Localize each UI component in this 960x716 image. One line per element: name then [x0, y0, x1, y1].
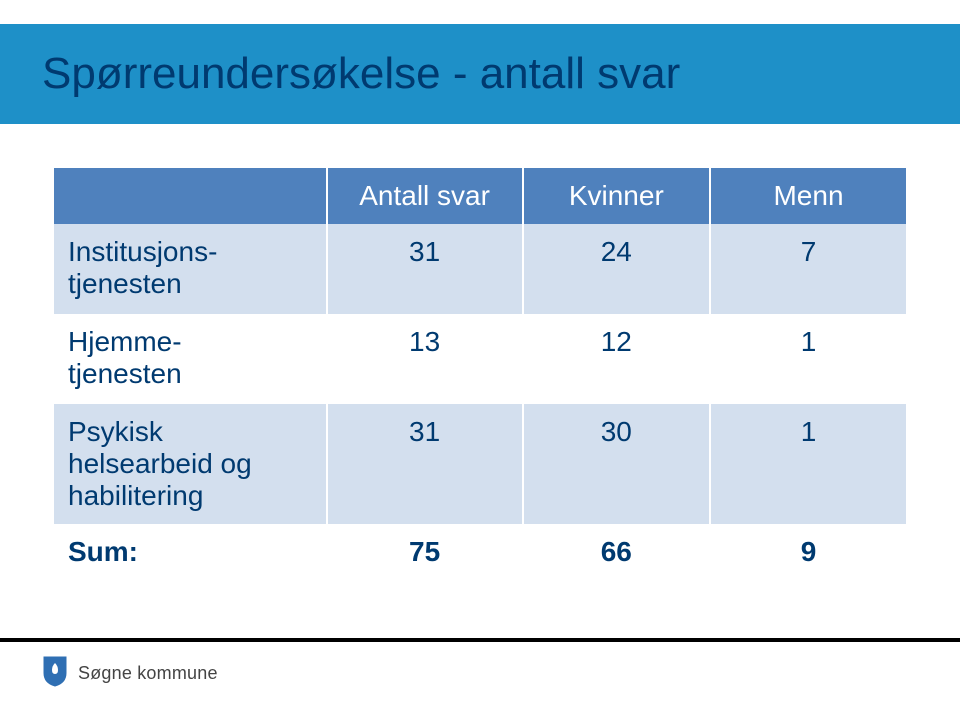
cell: 1 — [710, 404, 906, 524]
table-row: Hjemme-tjenesten 13 12 1 — [54, 314, 906, 404]
table-row: Psykisk helsearbeid og habilitering 31 3… — [54, 404, 906, 524]
footer-divider — [0, 638, 960, 642]
slide: Spørreundersøkelse - antall svar Antall … — [0, 0, 960, 716]
table-header-row: Antall svar Kvinner Menn — [54, 168, 906, 224]
table-row: Institusjons-tjenesten 31 24 7 — [54, 224, 906, 314]
cell: 12 — [523, 314, 710, 404]
table-header-cell: Antall svar — [327, 168, 523, 224]
table: Antall svar Kvinner Menn Institusjons-tj… — [54, 168, 906, 580]
cell: 13 — [327, 314, 523, 404]
table-header-cell: Kvinner — [523, 168, 710, 224]
row-label: Institusjons-tjenesten — [54, 224, 327, 314]
cell: 31 — [327, 224, 523, 314]
table-header-cell — [54, 168, 327, 224]
cell: 24 — [523, 224, 710, 314]
table-row-sum: Sum: 75 66 9 — [54, 524, 906, 580]
page-title: Spørreundersøkelse - antall svar — [42, 49, 680, 99]
cell: 66 — [523, 524, 710, 580]
cell: 31 — [327, 404, 523, 524]
cell: 9 — [710, 524, 906, 580]
cell: 75 — [327, 524, 523, 580]
row-label: Psykisk helsearbeid og habilitering — [54, 404, 327, 524]
row-label: Hjemme-tjenesten — [54, 314, 327, 404]
survey-table: Antall svar Kvinner Menn Institusjons-tj… — [54, 168, 906, 580]
cell: 1 — [710, 314, 906, 404]
shield-icon — [42, 655, 68, 692]
title-band: Spørreundersøkelse - antall svar — [0, 24, 960, 124]
table-header-cell: Menn — [710, 168, 906, 224]
cell: 30 — [523, 404, 710, 524]
org-name: Søgne kommune — [78, 663, 218, 684]
cell: 7 — [710, 224, 906, 314]
org-logo: Søgne kommune — [42, 655, 218, 692]
row-label: Sum: — [54, 524, 327, 580]
